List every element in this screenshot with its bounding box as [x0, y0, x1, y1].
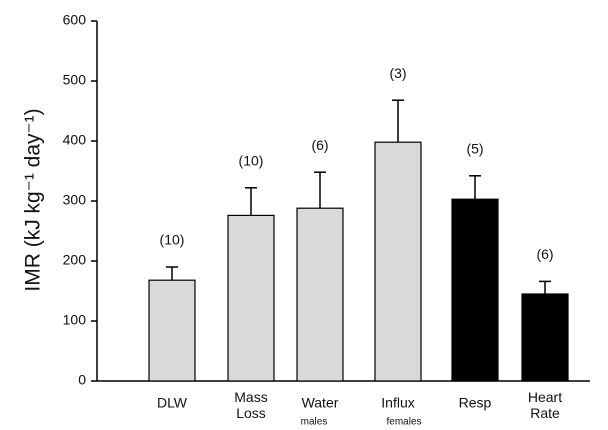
y-tick-label: 500	[63, 72, 87, 88]
bar	[374, 141, 422, 382]
y-tick-label: 300	[63, 192, 87, 208]
x-tick-label: DLW	[157, 395, 188, 411]
bar	[521, 293, 569, 382]
x-tick-label: Mass Loss	[234, 389, 267, 421]
y-axis-label: IMR (kJ kg⁻¹ day⁻¹)	[22, 108, 45, 291]
bar	[451, 198, 499, 382]
bar	[227, 214, 275, 382]
sample-size-label: (3)	[389, 65, 406, 81]
sample-size-label: (10)	[160, 232, 185, 248]
x-tick-label: Water	[302, 395, 339, 411]
x-tick-label: Influx	[381, 395, 414, 411]
x-tick-label: Resp	[459, 395, 492, 411]
sample-size-label: (6)	[311, 137, 328, 153]
bar	[296, 207, 344, 382]
sample-size-label: (6)	[536, 246, 553, 262]
y-tick-label: 100	[63, 312, 87, 328]
y-tick-label: 400	[63, 132, 87, 148]
x-tick-label: Heart Rate	[528, 389, 562, 421]
y-tick-label: 600	[63, 12, 87, 28]
bar	[148, 279, 196, 382]
x-sublabel: males	[301, 417, 328, 428]
sample-size-label: (10)	[239, 153, 264, 169]
y-tick-label: 200	[63, 252, 87, 268]
x-sublabel: females	[386, 417, 421, 428]
sample-size-label: (5)	[466, 141, 483, 157]
y-tick-label: 0	[78, 372, 86, 388]
